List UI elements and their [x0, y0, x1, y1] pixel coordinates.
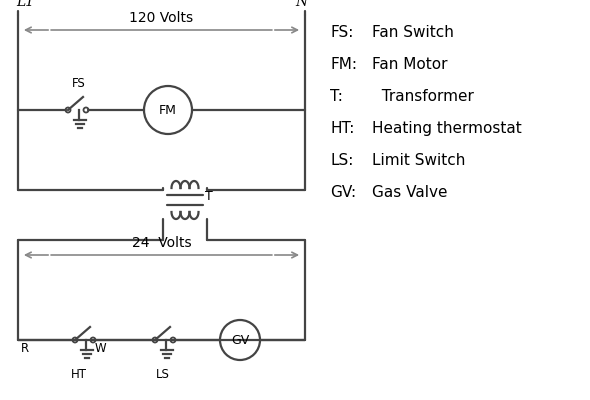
Text: LS: LS [156, 368, 170, 381]
Text: HT:: HT: [330, 121, 355, 136]
Text: R: R [21, 342, 29, 355]
Text: Heating thermostat: Heating thermostat [372, 121, 522, 136]
Text: HT: HT [71, 368, 87, 381]
Text: LS:: LS: [330, 153, 353, 168]
Text: FM: FM [159, 104, 177, 116]
Text: W: W [95, 342, 107, 355]
Text: Gas Valve: Gas Valve [372, 185, 447, 200]
Text: FS:: FS: [330, 25, 353, 40]
Text: GV:: GV: [330, 185, 356, 200]
Text: FS: FS [72, 77, 86, 90]
Text: Limit Switch: Limit Switch [372, 153, 466, 168]
Text: Transformer: Transformer [372, 89, 474, 104]
Text: T: T [205, 190, 213, 204]
Text: 24  Volts: 24 Volts [132, 236, 191, 250]
Text: Fan Motor: Fan Motor [372, 57, 447, 72]
Text: Fan Switch: Fan Switch [372, 25, 454, 40]
Text: N: N [295, 0, 307, 9]
Text: 120 Volts: 120 Volts [129, 11, 194, 25]
Text: GV: GV [231, 334, 249, 346]
Text: T:: T: [330, 89, 343, 104]
Text: L1: L1 [16, 0, 34, 9]
Text: FM:: FM: [330, 57, 357, 72]
